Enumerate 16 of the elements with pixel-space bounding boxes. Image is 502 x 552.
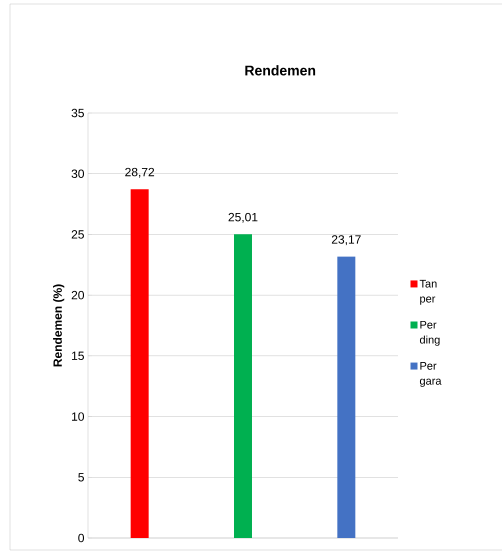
y-tick-label: 0 [78,534,84,542]
y-tick-label: 30 [72,169,84,178]
legend-label: Tan per [420,280,437,305]
y-tick-label: 15 [72,352,84,360]
chart-title: Rendemen [245,65,316,76]
legend-label: Per gara [420,362,442,387]
y-tick-label: 10 [72,412,84,421]
y-tick-label: 5 [78,473,84,482]
y-tick-label: 20 [72,290,84,300]
y-tick-label: 25 [72,230,84,239]
data-label: 28,72 [125,168,154,178]
legend-label: Per ding [420,320,440,346]
data-label: 25,01 [228,212,258,223]
data-label: 23,17 [332,235,361,246]
y-tick-label: 35 [72,108,84,118]
y-axis-title: Rendemen (%) [53,284,64,366]
